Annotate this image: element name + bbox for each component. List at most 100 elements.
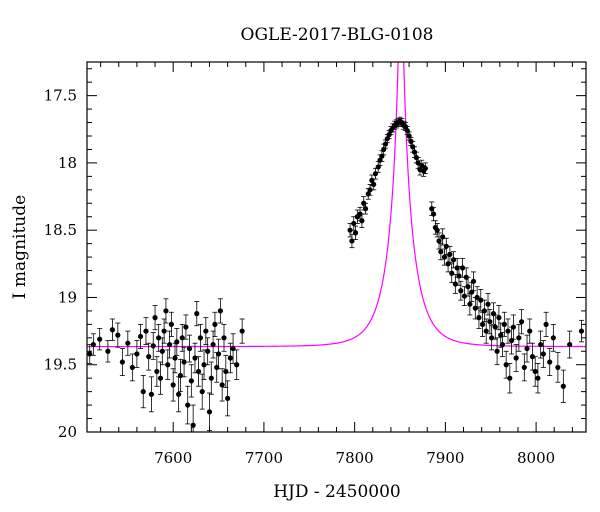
data-point [516, 335, 522, 341]
data-point [489, 335, 495, 341]
data-point [168, 321, 174, 327]
data-point [97, 336, 103, 342]
data-point [538, 341, 544, 348]
data-point [159, 348, 165, 354]
data-point [505, 328, 511, 334]
y-tick-label: 17.5 [44, 87, 77, 105]
data-point [371, 181, 377, 188]
data-point [540, 351, 546, 357]
data-point [212, 321, 218, 327]
data-point [467, 301, 473, 307]
data-point [225, 395, 231, 401]
x-axis-label: HJD - 2450000 [273, 482, 401, 502]
data-point [230, 345, 236, 352]
y-tick-label: 18.5 [44, 221, 77, 239]
data-point [422, 165, 429, 171]
y-tick-label: 19 [58, 288, 77, 306]
data-point [499, 341, 506, 348]
data-point [176, 391, 182, 397]
data-point [532, 368, 538, 375]
data-point [527, 328, 533, 334]
data-point [518, 319, 525, 325]
model-curve [87, 62, 586, 348]
data-point [183, 324, 189, 330]
data-point [487, 319, 493, 325]
data-point [510, 324, 517, 330]
data-point [105, 348, 111, 354]
data-point [161, 328, 167, 334]
data-point [157, 375, 164, 381]
data-point [205, 348, 211, 354]
data-point [217, 308, 223, 314]
data-point [550, 335, 556, 341]
data-point [513, 355, 519, 361]
data-point [440, 234, 446, 240]
data-point [481, 308, 487, 314]
data-point [470, 278, 477, 284]
data-point [195, 368, 202, 375]
data-point [172, 355, 178, 361]
data-point [203, 328, 209, 334]
data-point [485, 301, 491, 307]
y-axis: 17.5 18 18.5 19 19.5 20 [44, 68, 586, 441]
data-point [234, 362, 240, 368]
data-point [215, 351, 222, 357]
y-tick-label: 19.5 [44, 356, 77, 374]
data-point [199, 389, 205, 395]
data-point [119, 359, 125, 365]
data-point [438, 249, 444, 255]
data-point [529, 354, 536, 360]
data-point [154, 368, 160, 375]
data-point [501, 321, 507, 327]
data-point [441, 254, 448, 260]
data-point [125, 340, 131, 346]
data-point [478, 297, 484, 303]
data-point [458, 288, 464, 294]
data-point [163, 308, 169, 314]
data-point [87, 351, 93, 357]
data-point [137, 333, 144, 340]
data-point [179, 335, 185, 341]
data-point [219, 382, 225, 388]
data-point [349, 238, 355, 244]
data-point [181, 359, 187, 365]
data-point [479, 321, 486, 327]
data-point [359, 218, 365, 224]
data-point [460, 265, 466, 271]
data-point [140, 389, 146, 395]
data-point [547, 359, 553, 365]
x-tick-label: 7700 [245, 449, 283, 467]
plot-area [87, 62, 586, 432]
data-point [148, 391, 155, 397]
data-point [227, 355, 233, 361]
data-point [170, 382, 176, 388]
x-tick-label: 8000 [517, 449, 555, 467]
data-point [434, 227, 440, 233]
data-point [372, 171, 379, 177]
data-point [165, 362, 171, 368]
data-point [192, 355, 198, 361]
data-point [560, 383, 566, 389]
data-point [524, 345, 530, 352]
data-point [483, 328, 489, 334]
data-point [201, 362, 207, 368]
data-point [174, 339, 180, 345]
data-point [206, 409, 213, 415]
data-point [578, 328, 585, 334]
data-point [185, 402, 191, 408]
data-point [507, 375, 513, 381]
data-point [115, 332, 121, 338]
data-point [367, 187, 373, 193]
data-point [210, 341, 216, 348]
data-point [152, 315, 158, 321]
data-point [221, 335, 227, 341]
data-point [134, 351, 140, 357]
data-point [447, 251, 453, 257]
data-point [436, 238, 442, 244]
data-point [223, 368, 229, 375]
data-point [450, 257, 457, 263]
data-point [146, 354, 152, 360]
data-point [535, 375, 541, 381]
data-point [476, 315, 482, 321]
